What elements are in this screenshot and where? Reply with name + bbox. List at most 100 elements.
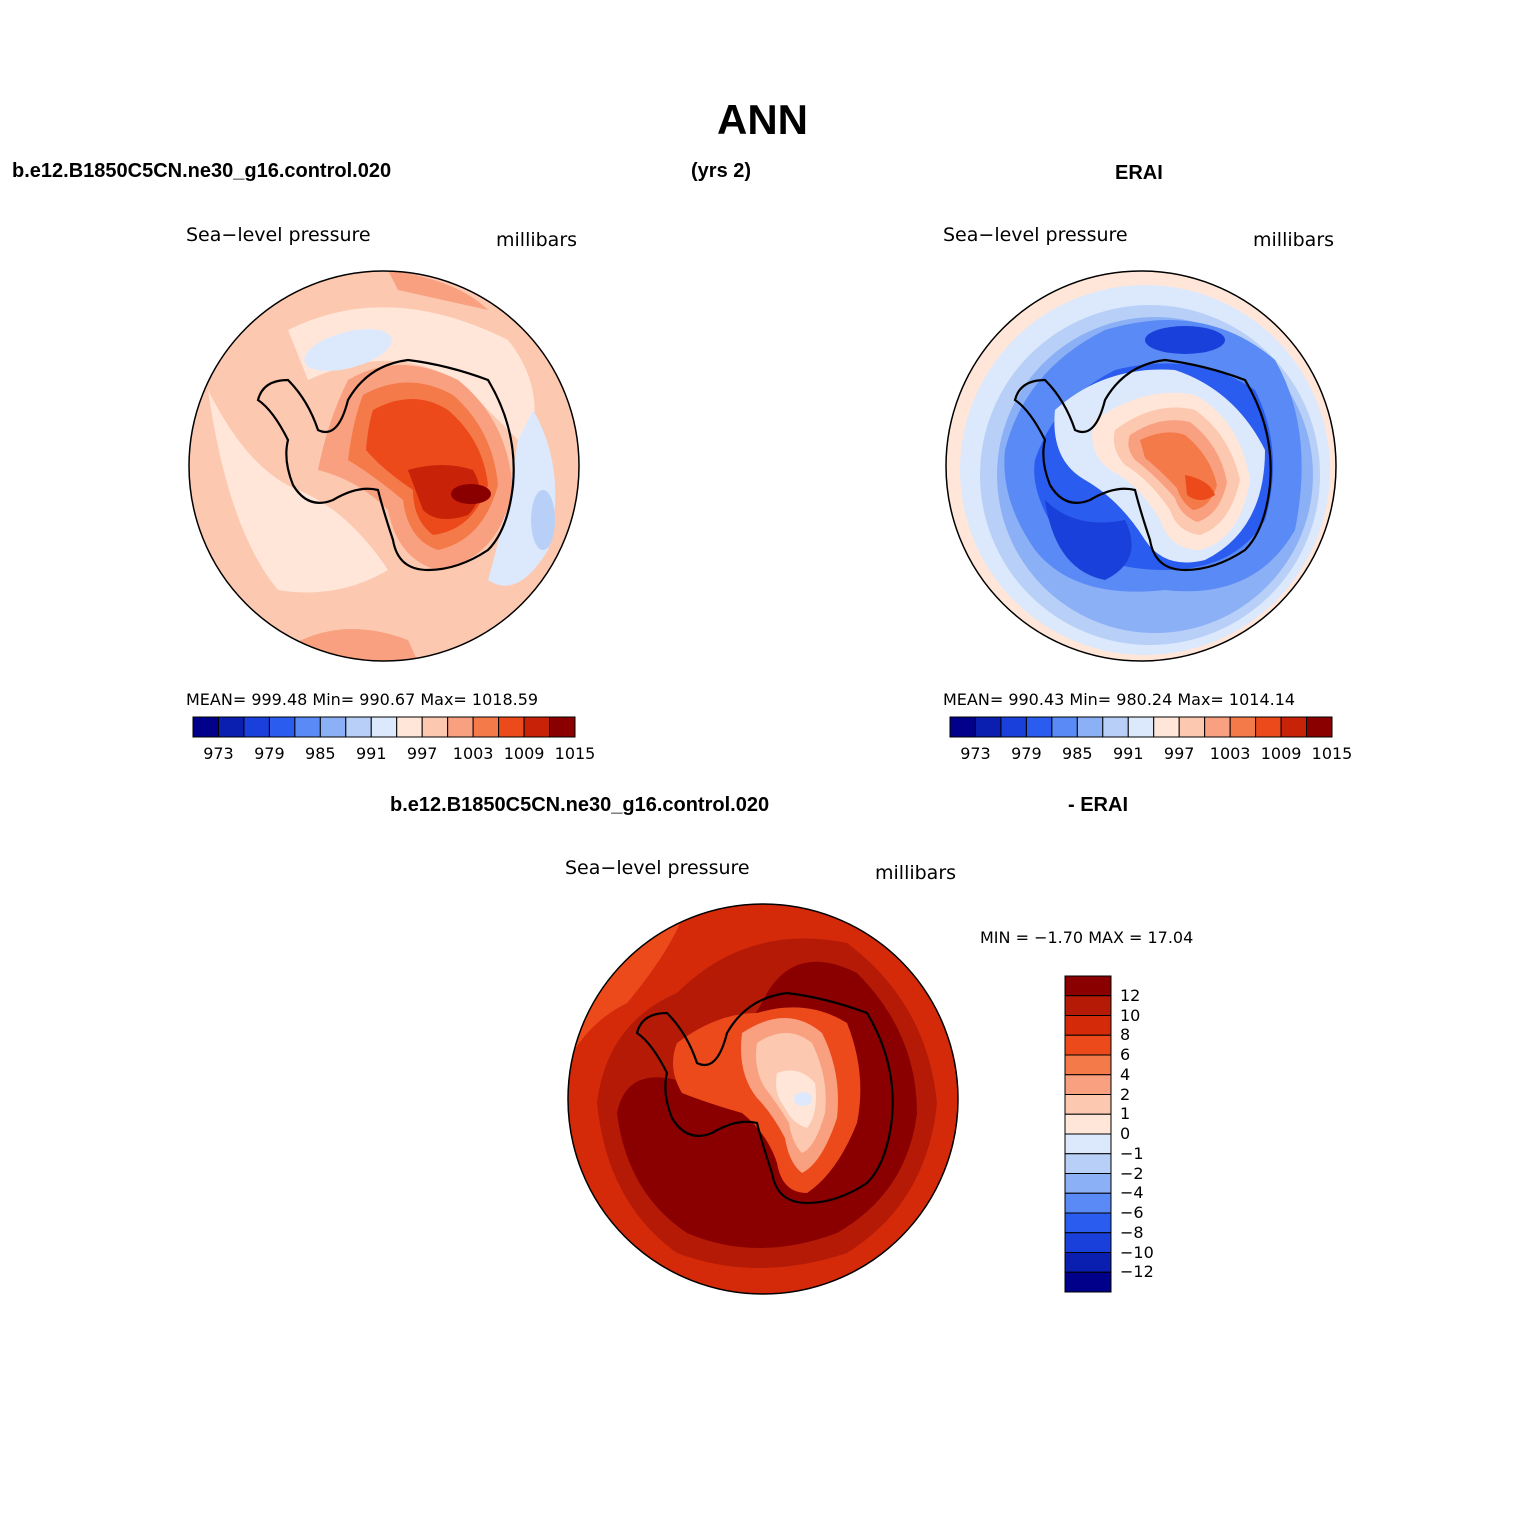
diff-colorbar-tick-label: −8 [1120,1222,1144,1242]
diff-colorbar-tick-label: 4 [1120,1064,1131,1084]
diff-case-name-label: b.e12.B1850C5CN.ne30_g16.control.020 [390,794,770,816]
colorbar-tick-label: 1003 [452,744,494,763]
model-polar-map [188,270,580,662]
diff-units-label: millibars [875,862,957,884]
colorbar-swatch [1306,716,1333,738]
colorbar-tick-label: 1015 [1311,744,1353,763]
colorbar-swatch [1178,716,1206,738]
colorbar-swatch [1000,716,1027,738]
diff-colorbar-swatch [1064,1133,1112,1155]
diff-colorbar-tick-label: −10 [1120,1242,1154,1262]
diff-polar-map [567,903,959,1295]
obs-contour-max [1185,475,1215,500]
colorbar-swatch [294,716,321,738]
model-contour-max [451,484,491,504]
colorbar-swatch [1051,716,1078,738]
colorbar-swatch [1076,716,1104,738]
colorbar-swatch [345,716,372,738]
obs-name-label: ERAI [1115,162,1163,184]
obs-variable-label: Sea−level pressure [943,224,1128,246]
diff-colorbar [1064,975,1112,1293]
diff-colorbar-swatch [1064,1192,1112,1214]
colorbar-swatch [974,716,1002,738]
colorbar-swatch [447,716,474,738]
diff-colorbar-swatch [1064,1015,1112,1036]
diff-colorbar-swatch [1064,1034,1112,1056]
obs-stats: MEAN= 990.43 Min= 980.24 Max= 1014.14 [943,690,1296,709]
colorbar-swatch [1255,716,1282,738]
colorbar-swatch [1229,716,1257,738]
colorbar-swatch [1280,716,1308,738]
diff-colorbar-tick-label: −1 [1120,1143,1144,1163]
colorbar-swatch [1127,716,1155,738]
diff-contour-min [794,1092,812,1106]
colorbar-swatch [396,716,423,738]
model-contour-high-north [388,271,488,310]
colorbar-tick-label: 997 [1163,744,1195,763]
colorbar-tick-label: 1009 [1260,744,1302,763]
diff-colorbar-swatch [1064,1212,1112,1234]
model-variable-label: Sea−level pressure [186,224,371,246]
colorbar-tick-label: 991 [355,744,387,763]
colorbar-swatch [268,716,296,738]
diff-colorbar-swatch [1064,975,1112,997]
diff-colorbar-tick-label: −6 [1120,1203,1144,1222]
diff-colorbar-ticks: 12 10 8 6 4 2 1 0 −1 −2 −4 −6 −8 −10 −12 [1120,976,1180,1292]
colorbar-swatch [549,716,576,738]
diff-variable-label: Sea−level pressure [565,857,750,879]
diff-colorbar-swatch [1064,1271,1112,1293]
obs-contour-low-south [1045,500,1132,580]
diff-colorbar-swatch [1064,1113,1112,1135]
diff-colorbar-swatch [1064,1074,1112,1095]
obs-antarctica-coastline [1013,358,1272,572]
diff-colorbar-tick-label: 2 [1120,1084,1131,1104]
colorbar-tick-label: 985 [1062,744,1093,763]
diff-colorbar-swatch [1064,1252,1112,1273]
diff-colorbar-swatch [1064,1094,1112,1115]
colorbar-tick-label: 985 [305,744,336,763]
diff-stats: MIN = −1.70 MAX = 17.04 [980,928,1194,947]
model-colorbar [192,716,576,738]
colorbar-swatch [1102,716,1129,738]
diff-colorbar-tick-label: 1 [1120,1104,1131,1124]
model-units-label: millibars [496,229,578,251]
colorbar-tick-label: 1009 [503,744,545,763]
colorbar-tick-label: 1003 [1209,744,1251,763]
obs-units-label: millibars [1253,229,1335,251]
diff-map-border [567,903,959,1295]
obs-colorbar [949,716,1333,738]
colorbar-swatch [498,716,525,738]
model-contour-ice-4 [408,465,480,519]
diff-colorbar-tick-label: −4 [1120,1183,1144,1203]
diff-colorbar-swatch [1064,1173,1112,1194]
years-label: (yrs 2) [691,160,752,182]
model-colorbar-ticks: 973 979 985 991 997 1003 1009 1015 [193,744,595,764]
diff-colorbar-tick-label: 0 [1120,1124,1131,1143]
diff-colorbar-swatch [1064,1232,1112,1253]
model-stats: MEAN= 999.48 Min= 990.67 Max= 1018.59 [186,690,539,709]
diff-colorbar-tick-label: −2 [1120,1163,1144,1183]
model-map-border [188,270,580,662]
diff-antarctica-coastline [635,991,894,1205]
diff-colorbar-tick-label: −12 [1120,1262,1154,1282]
model-antarctica-coastline [256,358,515,572]
colorbar-tick-label: 979 [1011,744,1042,763]
colorbar-swatch [421,716,449,738]
colorbar-swatch [1025,716,1053,738]
diff-colorbar-tick-label: 12 [1120,985,1141,1005]
diff-colorbar-tick-label: 10 [1120,1005,1141,1025]
diff-colorbar-swatch [1064,1054,1112,1076]
colorbar-swatch [472,716,500,738]
colorbar-swatch [370,716,398,738]
colorbar-swatch [243,716,270,738]
model-contour-low-north [304,329,392,371]
diff-contour-neg-nw [568,933,597,1013]
colorbar-swatch [1153,716,1180,738]
colorbar-tick-label: 979 [254,744,285,763]
diff-colorbar-swatch [1064,1153,1112,1174]
page-title: ANN [717,96,808,143]
diff-colorbar-tick-label: 8 [1120,1025,1131,1045]
colorbar-swatch [1204,716,1231,738]
colorbar-tick-label: 973 [960,744,991,763]
model-contour-lower-east [531,490,555,550]
